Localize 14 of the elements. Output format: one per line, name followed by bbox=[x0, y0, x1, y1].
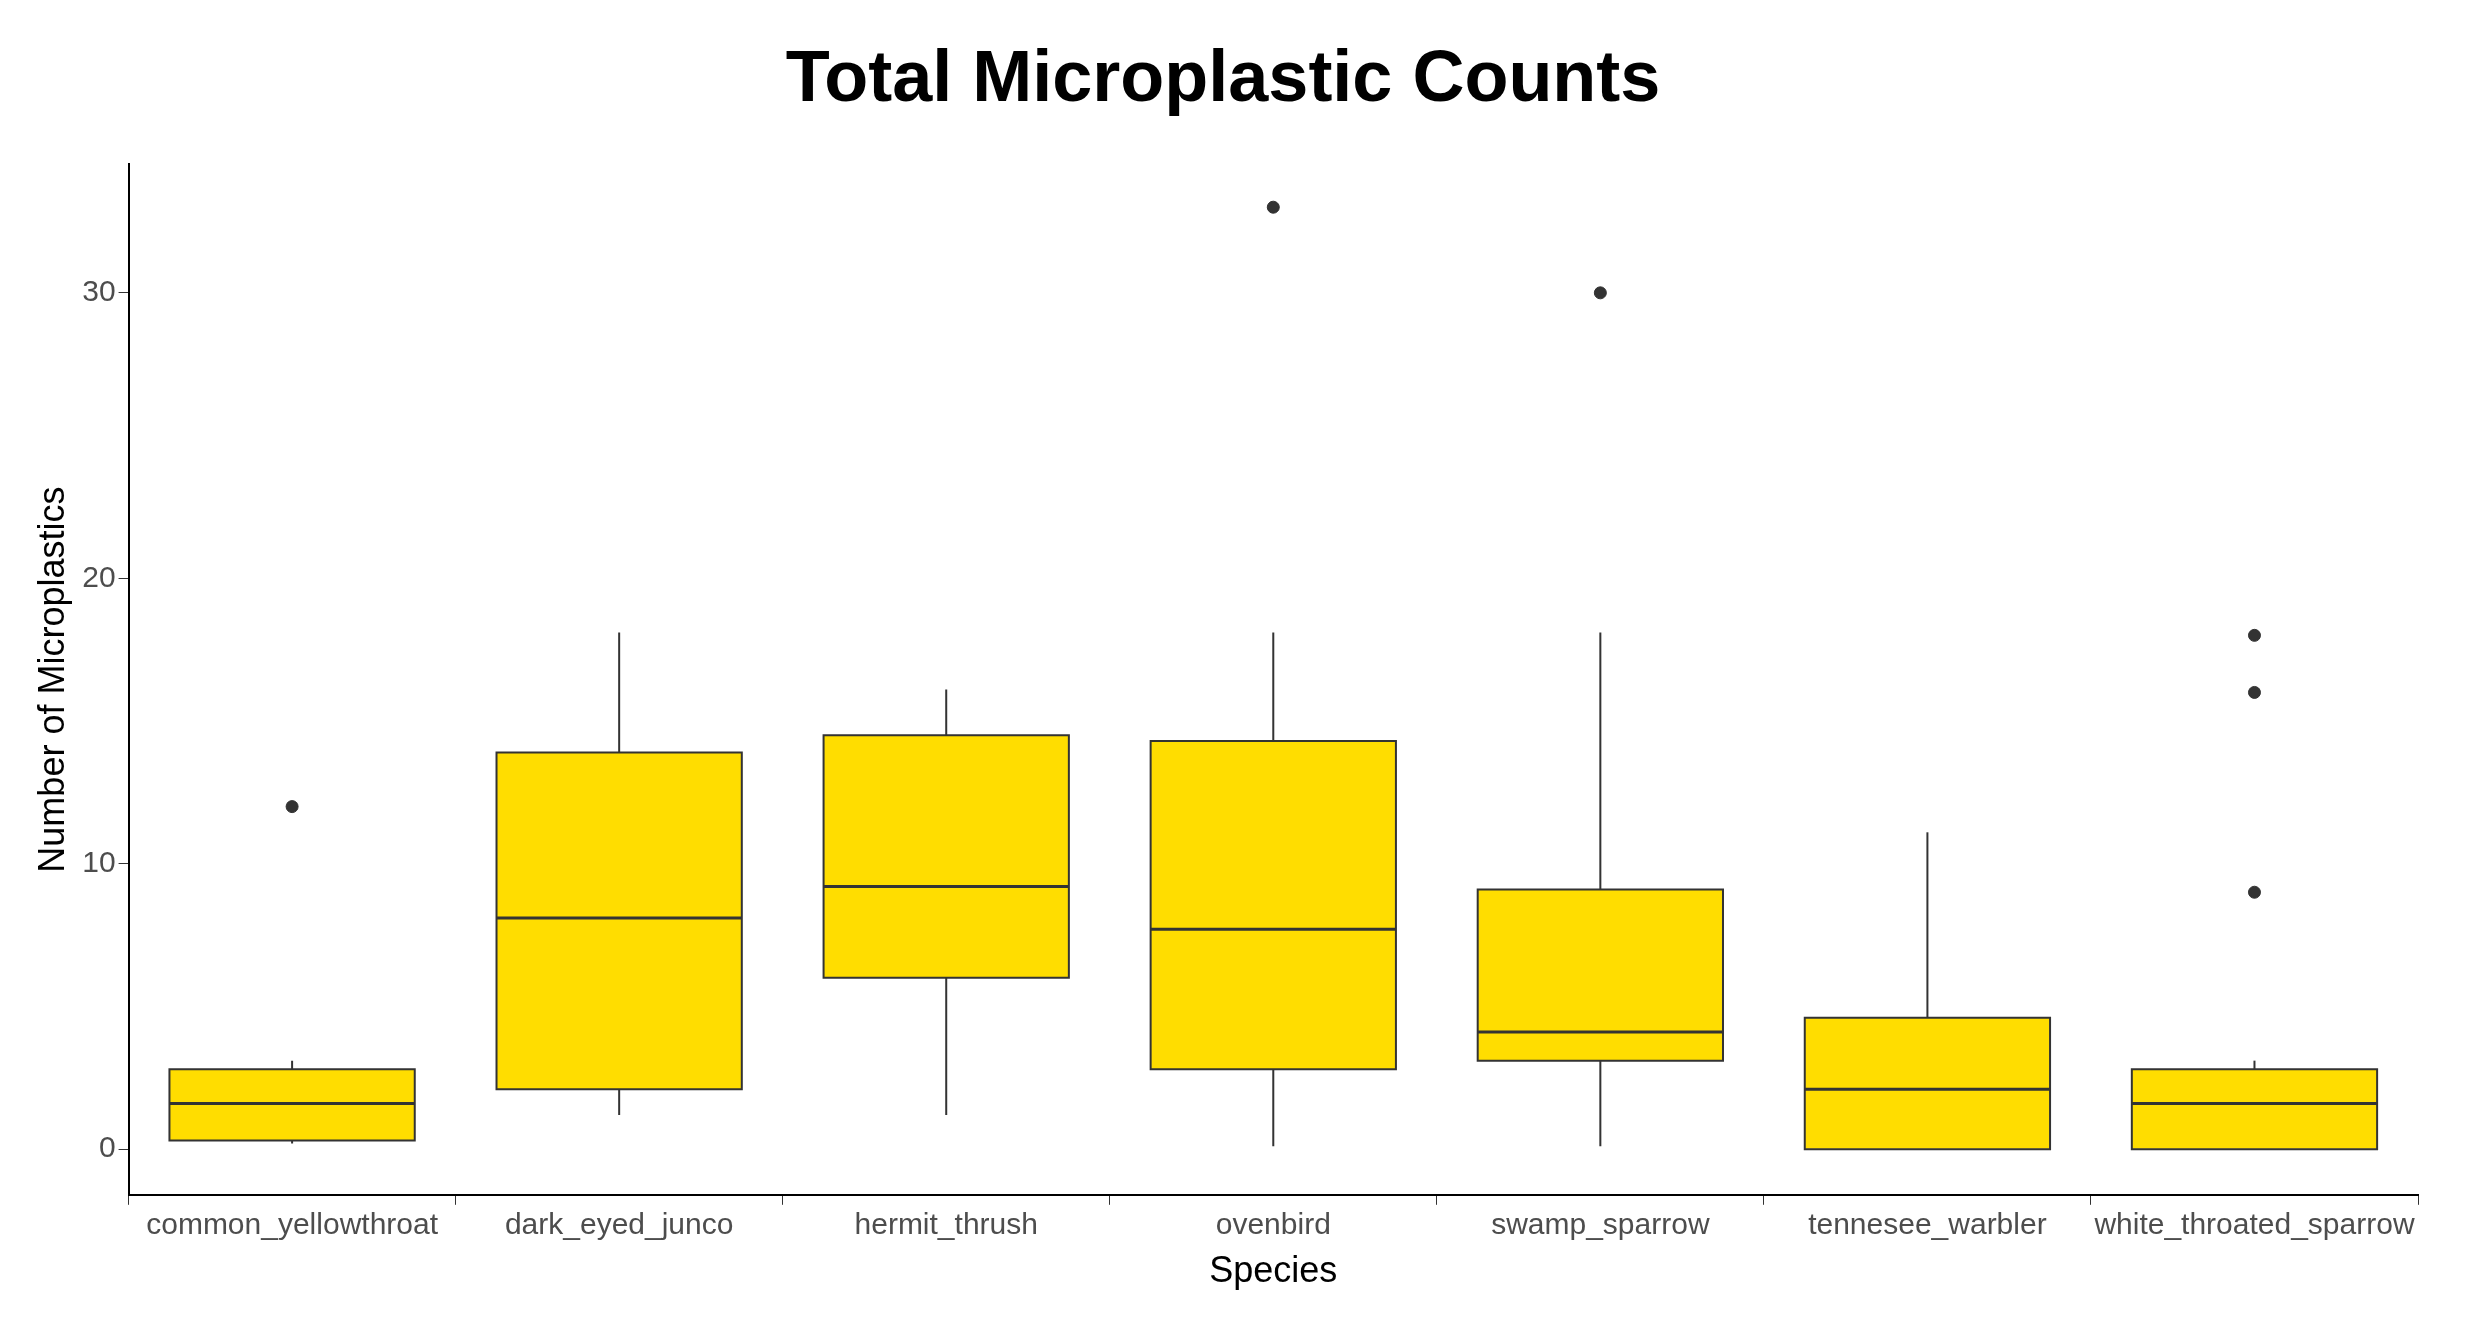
chart-title: Total Microplastic Counts bbox=[785, 36, 1661, 117]
x-tick-label: white_throated_sparrow bbox=[2093, 1207, 2415, 1241]
y-tick-label: 0 bbox=[98, 1130, 116, 1164]
x-tick-label: swamp_sparrow bbox=[1491, 1207, 1710, 1241]
y-axis-title: Number of Microplastics bbox=[30, 486, 72, 873]
y-tick-label: 10 bbox=[82, 844, 116, 878]
x-axis-title: Species bbox=[1209, 1249, 1338, 1291]
y-tick-label: 20 bbox=[82, 559, 116, 593]
x-tick-label: hermit_thrush bbox=[854, 1207, 1038, 1241]
y-tick-label: 30 bbox=[82, 274, 116, 308]
x-tick-label: common_yellowthroat bbox=[146, 1207, 439, 1241]
x-tick-label: dark_eyed_junco bbox=[504, 1207, 734, 1241]
x-tick-label: ovenbird bbox=[1215, 1207, 1331, 1241]
x-tick-label: tennesee_warbler bbox=[1808, 1207, 2047, 1241]
